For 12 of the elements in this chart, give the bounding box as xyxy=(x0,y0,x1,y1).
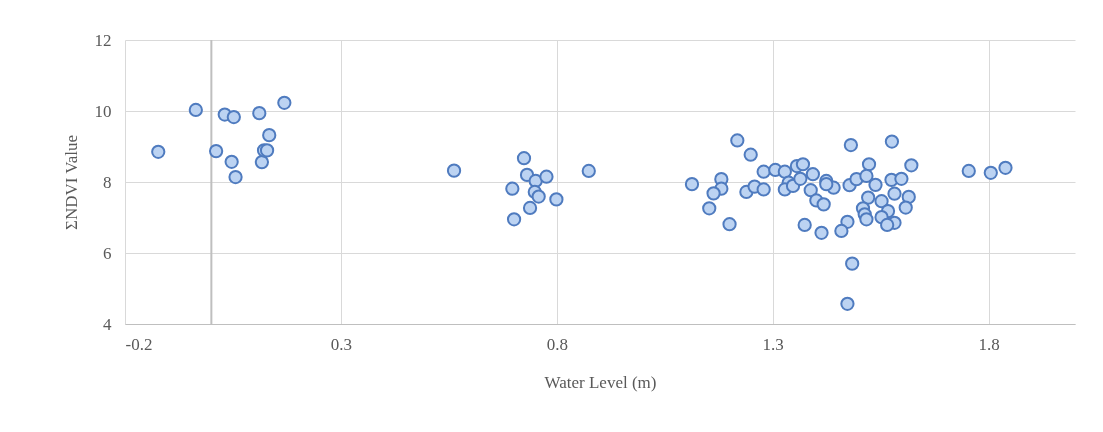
y-tick-label: 8 xyxy=(103,172,112,192)
x-tick-label: 0.3 xyxy=(330,334,353,354)
x-tick-label: 0.8 xyxy=(546,334,568,354)
y-tick-label: 12 xyxy=(94,30,112,50)
x-axis-title: Water Level (m) xyxy=(544,372,657,392)
x-tick-label: 1.3 xyxy=(762,334,784,354)
y-tick-label: 10 xyxy=(94,101,112,121)
x-tick-label: -0.2 xyxy=(125,334,153,354)
x-tick-label: 1.8 xyxy=(978,334,1000,354)
y-tick-label: 6 xyxy=(103,243,112,263)
y-tick-label: 4 xyxy=(103,314,112,334)
y-axis-title: ΣNDVI Value xyxy=(61,134,81,231)
